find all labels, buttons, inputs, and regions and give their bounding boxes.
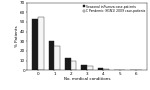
Bar <box>38 17 44 70</box>
Y-axis label: % Patients: % Patients <box>15 26 19 47</box>
Bar <box>98 68 103 70</box>
Bar <box>49 41 54 70</box>
Bar <box>103 69 109 70</box>
Bar <box>87 66 93 70</box>
Bar <box>32 19 38 70</box>
Bar <box>54 46 60 70</box>
Bar <box>81 65 87 70</box>
Bar <box>71 61 76 70</box>
Bar <box>65 58 71 70</box>
Legend: Seasonal influenza case-patients, C Pandemic (H1N1) 2009 case-patients: Seasonal influenza case-patients, C Pand… <box>83 4 146 13</box>
X-axis label: No. medical conditions: No. medical conditions <box>64 77 110 81</box>
